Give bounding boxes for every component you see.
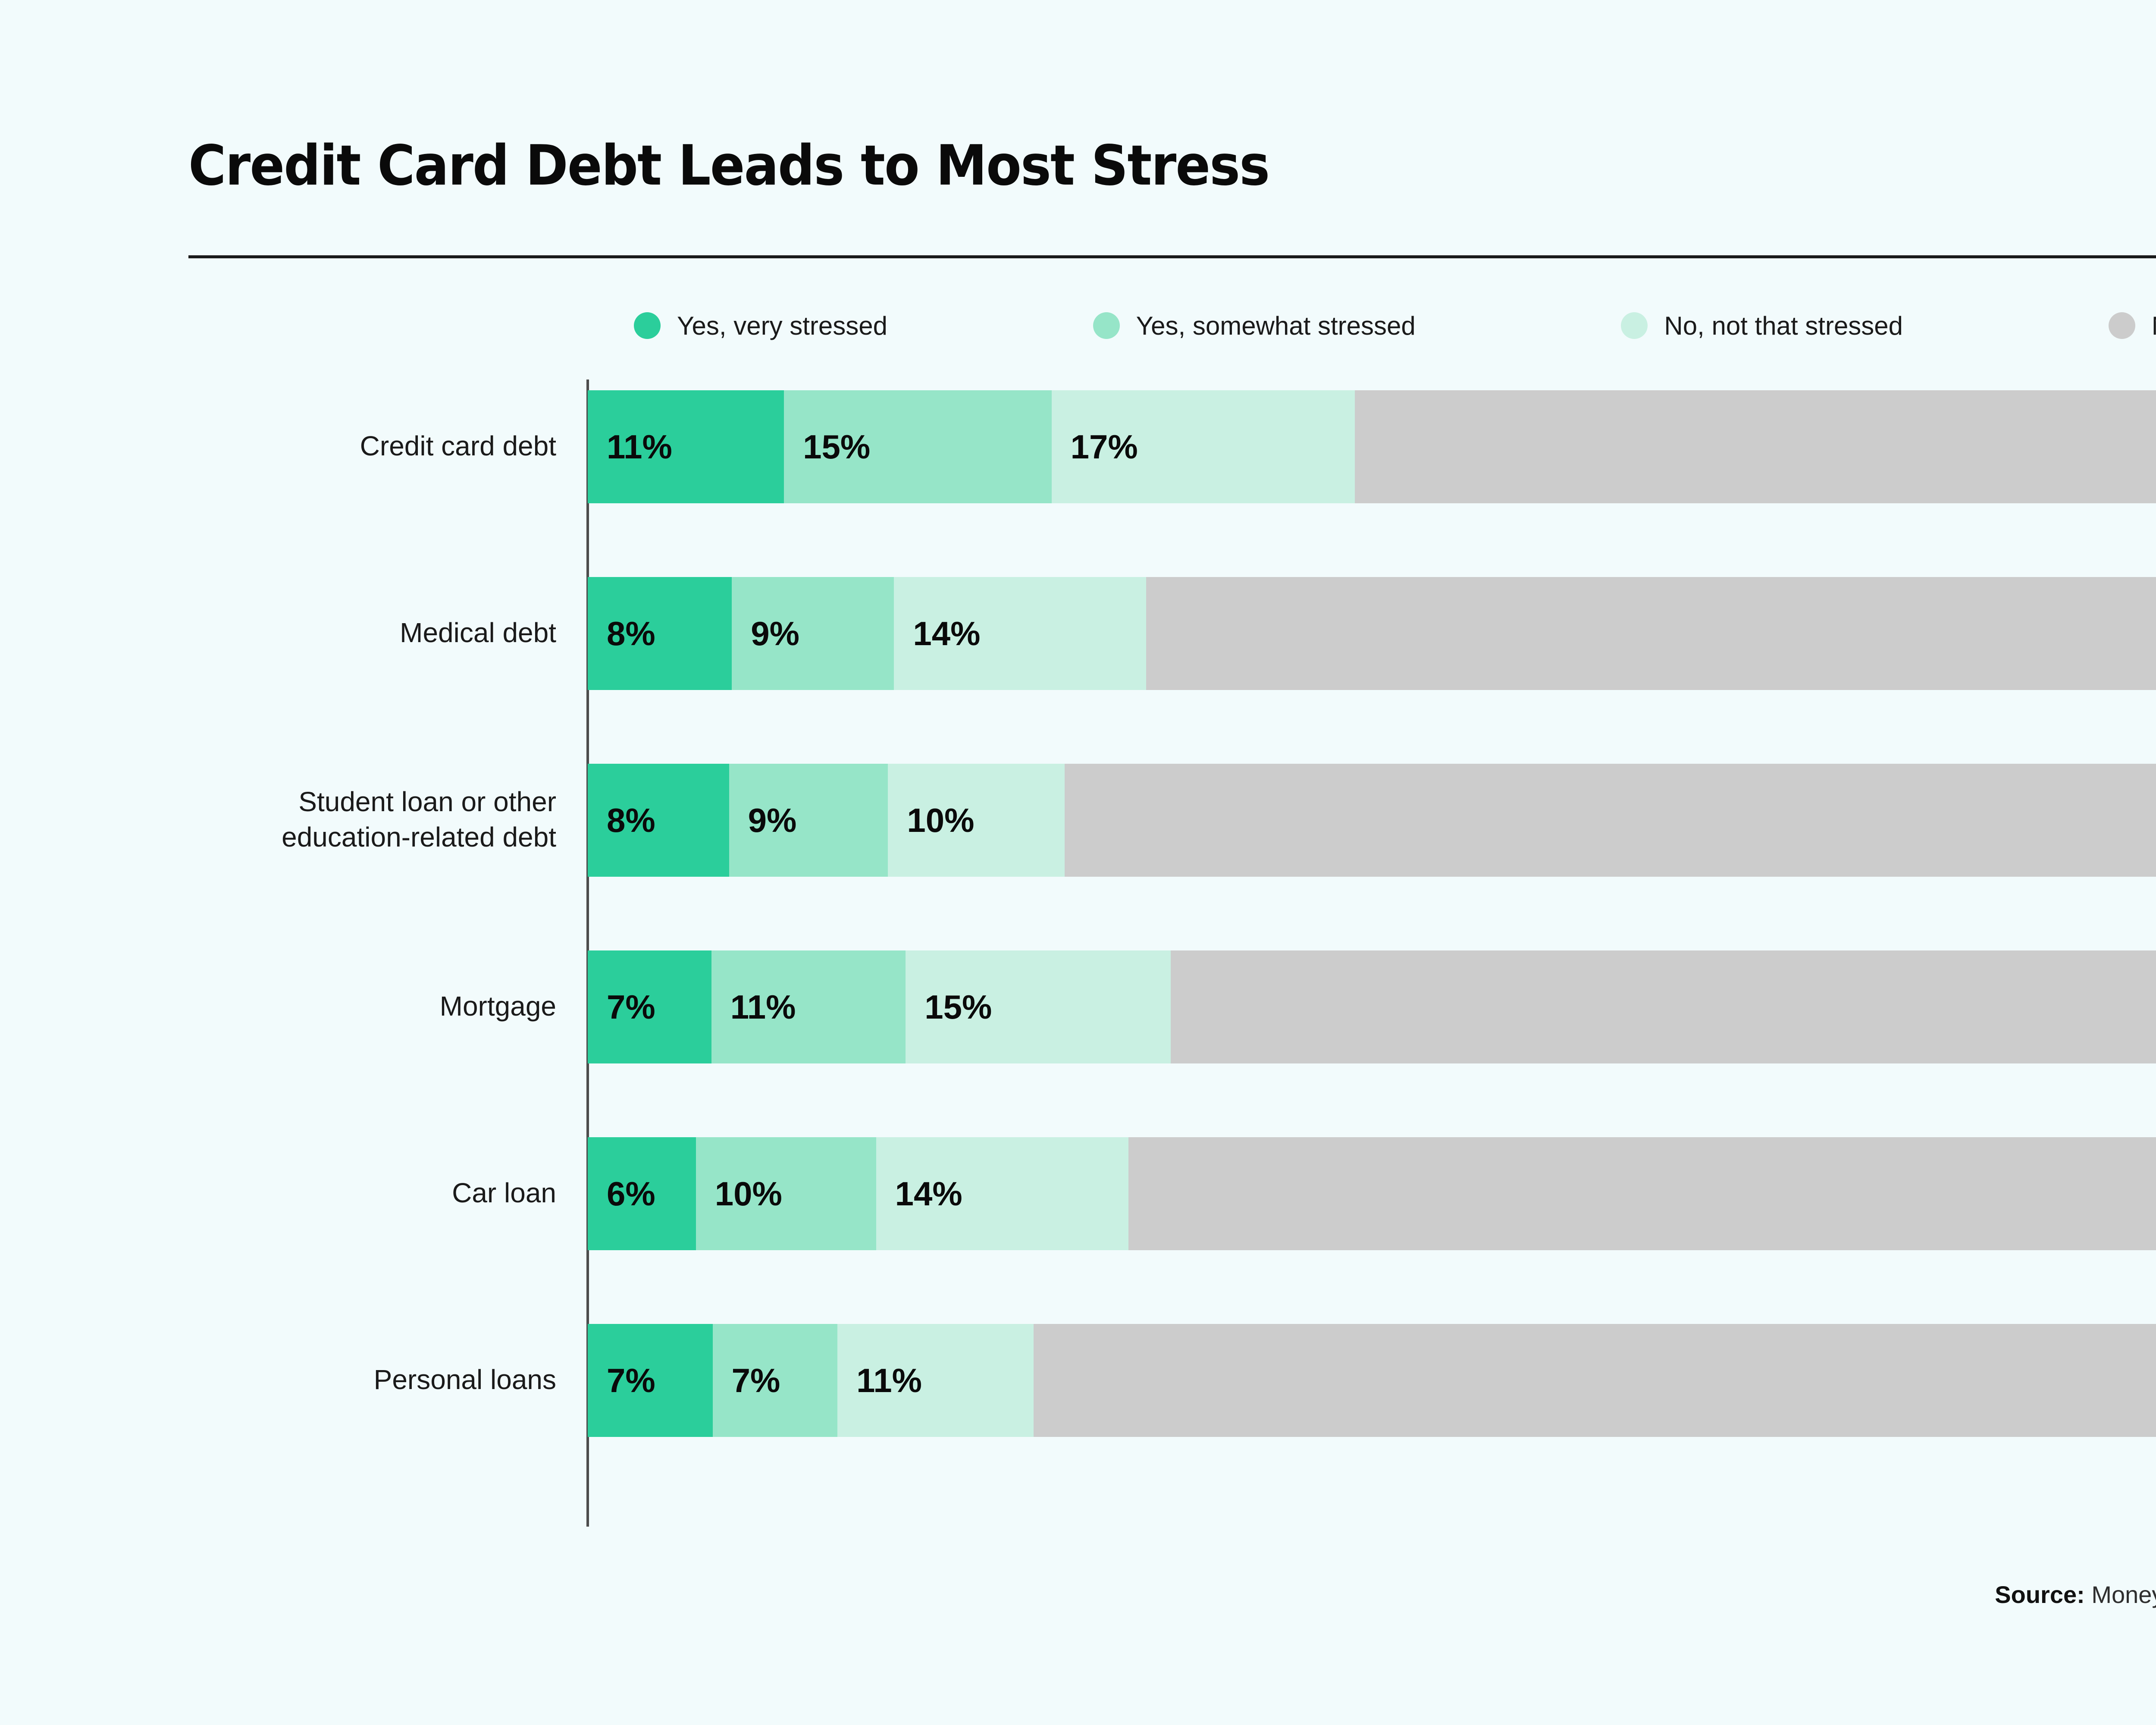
category-label-line: Credit card debt [360,430,556,462]
legend-item[interactable]: Yes, somewhat stressed [1093,311,1416,341]
circle-swatch-icon [1621,312,1648,339]
category-label: Student loan or other education-related d… [86,753,556,887]
category-label: Personal loans [86,1313,556,1447]
segment-value-label: 9% [748,801,797,839]
bar-segment[interactable]: 15% [784,390,1052,503]
category-label-line: education-related debt [282,822,556,853]
bar-segment[interactable]: 9% [732,577,894,690]
bar-segment[interactable]: 15% [906,950,1171,1063]
segment-value-label: 8% [607,614,655,652]
bar-segment[interactable]: 11% [588,390,784,503]
legend-item-label: Yes, very stressed [677,311,887,340]
segment-value-label: 6% [607,1174,655,1213]
category-label-line: Personal loans [373,1364,556,1396]
bar-segment[interactable]: 14% [894,577,1147,690]
stacked-bar: 11% 15% 17% 57% [588,390,2156,503]
legend-item-label: Yes, somewhat stressed [1136,311,1416,340]
segment-value-label: 14% [895,1174,962,1213]
category-label: Medical debt [86,566,556,700]
chart-row: Personal loans 7% 7% 11% 75% [0,1313,2156,1447]
stacked-bar: 7% 7% 11% 75% [588,1324,2156,1437]
bar-segment[interactable]: 7% [588,1324,713,1437]
bar-segment[interactable]: 6% [588,1137,696,1250]
category-label: Mortgage [86,940,556,1073]
chart-row: Car loan 6% 10% 14% 69% [0,1126,2156,1260]
header-divider [188,255,2156,258]
category-label-line: Medical debt [400,617,556,649]
bar-segment[interactable]: 11% [711,950,906,1063]
segment-value-label: 10% [907,801,975,839]
circle-swatch-icon [2108,312,2135,339]
chart-row: Credit card debt 11% 15% 17% 57% [0,380,2156,513]
segment-value-label: 17% [1070,427,1138,466]
plot-area: Credit card debt 11% 15% 17% 57% Medical debt… [0,380,2156,1527]
category-label-line: Car loan [452,1177,556,1209]
segment-value-label: 10% [714,1174,782,1213]
segment-value-label: 9% [751,614,800,652]
bar-segment[interactable]: 11% [837,1324,1034,1437]
bar-segment[interactable]: 57% [1354,390,2156,503]
circle-swatch-icon [1093,312,1120,339]
legend-item[interactable]: No, not stressed at all [2108,311,2156,341]
bar-segment[interactable]: 68% [1146,577,2156,690]
bar-segment[interactable]: 7% [712,1324,838,1437]
category-label: Car loan [86,1126,556,1260]
segment-value-label: 15% [803,427,871,466]
segment-value-label: 11% [856,1361,922,1399]
bar-segment[interactable]: 68% [1170,950,2156,1063]
segment-value-label: 8% [607,801,655,839]
bar-segment[interactable]: 8% [588,577,732,690]
segment-value-label: 11% [607,427,672,466]
bar-segment[interactable]: 75% [1034,1324,2156,1437]
chart-row: Medical debt 8% 9% 14% 68% [0,566,2156,700]
chart-row: Mortgage 7% 11% 15% 68% [0,940,2156,1073]
circle-swatch-icon [634,312,661,339]
segment-value-label: 7% [607,988,655,1026]
legend-item-label: No, not that stressed [1664,311,1903,340]
category-label: Credit card debt [86,380,556,513]
category-label-line: Student loan or other [298,786,556,818]
segment-value-label: 11% [730,988,796,1026]
source-text: Money + Morning Consult [2091,1581,2156,1608]
bar-segment[interactable]: 10% [696,1137,876,1250]
bar-segment[interactable]: 17% [1051,390,1355,503]
bar-segment[interactable]: 74% [1064,764,2156,877]
bar-segment[interactable]: 14% [876,1137,1128,1250]
bar-segment[interactable]: 10% [888,764,1065,877]
legend-item[interactable]: No, not that stressed [1621,311,1903,341]
bar-segment[interactable]: 9% [729,764,888,877]
segment-value-label: 14% [913,614,981,652]
source-label: Source: [1995,1581,2085,1608]
stacked-bar: 8% 9% 10% 74% [588,764,2156,877]
legend-item-label: No, not stressed at all [2152,311,2156,341]
chart-row: Student loan or other education-related d… [0,753,2156,887]
segment-value-label: 15% [924,988,992,1026]
legend-item[interactable]: Yes, very stressed [634,311,887,341]
bar-segment[interactable]: 8% [588,764,729,877]
stacked-bar: 7% 11% 15% 68% [588,950,2156,1063]
bar-segment[interactable]: 69% [1128,1137,2156,1250]
segment-value-label: 7% [607,1361,655,1399]
source-note: Source: Money + Morning Consult [1995,1581,2156,1609]
page-title: Credit Card Debt Leads to Most Stress [188,134,1270,198]
category-label-line: Mortgage [439,991,556,1022]
bar-segment[interactable]: 7% [588,950,711,1063]
stacked-bar: 6% 10% 14% 69% [588,1137,2156,1250]
stacked-bar: 8% 9% 14% 68% [588,577,2156,690]
segment-value-label: 7% [731,1361,780,1399]
chart-legend: Yes, very stressed Yes, somewhat stressed… [634,302,2156,349]
